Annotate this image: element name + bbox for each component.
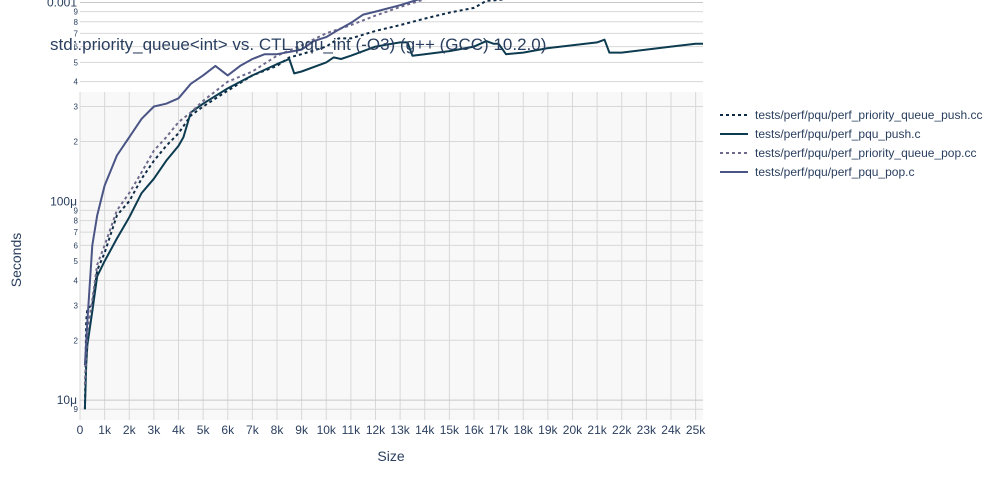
y-minor-tick-label: 8	[74, 217, 79, 226]
plot-area	[80, 92, 703, 420]
axis-ticks: 0 1k 2k 3k 4k 5k 6k 7k 8k 9k 10k 11k 12k 13k 14k 15k 16k…	[47, 0, 706, 437]
x-tick-label: 9k	[295, 423, 309, 437]
y-axis-title: Seconds	[8, 233, 24, 287]
x-tick-label: 14k	[415, 423, 435, 437]
legend-item-label[interactable]: tests/perf/pqu/perf_priority_queue_pop.c…	[755, 146, 976, 160]
x-tick-label: 21k	[587, 423, 607, 437]
x-tick-label: 24k	[661, 423, 681, 437]
y-minor-tick-label: 7	[74, 29, 79, 38]
x-tick-label: 11k	[342, 423, 361, 437]
x-tick-label: 3k	[148, 423, 162, 437]
x-axis-title: Size	[377, 448, 404, 464]
x-tick-label: 8k	[271, 423, 285, 437]
y-minor-tick-label: 6	[74, 43, 79, 52]
x-tick-label: 18k	[514, 423, 534, 437]
x-tick-label: 5k	[197, 423, 211, 437]
y-minor-tick-label: 4	[74, 276, 79, 285]
y-minor-tick-label: 3	[74, 301, 79, 310]
y-major-tick-label: 100μ	[50, 194, 77, 208]
y-minor-tick-label: 3	[74, 102, 79, 111]
y-minor-tick-label: 9	[74, 206, 79, 215]
legend-item-label[interactable]: tests/perf/pqu/perf_priority_queue_push.…	[755, 108, 982, 122]
x-tick-label: 2k	[123, 423, 137, 437]
x-tick-label: 20k	[563, 423, 583, 437]
x-tick-label: 15k	[440, 423, 460, 437]
y-minor-tick-label: 9	[74, 8, 79, 17]
y-minor-tick-label: 9	[74, 405, 79, 414]
chart-title: std::priority_queue<int> vs. CTL pqu_int…	[50, 35, 546, 54]
x-tick-label: 13k	[390, 423, 410, 437]
y-minor-tick-label: 7	[74, 228, 79, 237]
y-minor-tick-label: 5	[74, 58, 79, 67]
legend-item-label[interactable]: tests/perf/pqu/perf_pqu_pop.c	[755, 165, 914, 179]
x-tick-label: 6k	[221, 423, 235, 437]
x-tick-label: 12k	[366, 423, 386, 437]
x-tick-label: 4k	[172, 423, 186, 437]
x-tick-label: 10k	[317, 423, 337, 437]
x-tick-label: 7k	[246, 423, 260, 437]
series-line	[83, 0, 507, 410]
y-minor-tick-label: 2	[74, 336, 79, 345]
y-minor-tick-label: 6	[74, 241, 79, 250]
series-line	[83, 38, 703, 410]
series-layer	[83, 0, 703, 410]
grid	[79, 2, 703, 420]
x-tick-label: 16k	[464, 423, 484, 437]
legend[interactable]: tests/perf/pqu/perf_priority_queue_push.…	[720, 108, 982, 179]
x-tick-label: 19k	[538, 423, 558, 437]
y-major-tick-label: 10μ	[57, 393, 77, 407]
x-tick-label: 22k	[612, 423, 632, 437]
y-minor-tick-label: 2	[74, 137, 79, 146]
series-line	[83, 0, 426, 385]
legend-item-label[interactable]: tests/perf/pqu/perf_pqu_push.c	[755, 127, 920, 141]
y-minor-tick-label: 5	[74, 257, 79, 266]
x-tick-label: 23k	[637, 423, 657, 437]
y-minor-tick-label: 8	[74, 18, 79, 27]
x-tick-label: 1k	[98, 423, 112, 437]
x-tick-label: 0	[77, 423, 84, 437]
x-tick-label: 25k	[686, 423, 706, 437]
y-minor-tick-label: 4	[74, 78, 79, 87]
series-line	[83, 0, 421, 366]
y-major-tick-label: 0.001	[47, 0, 77, 10]
x-tick-label: 17k	[489, 423, 509, 437]
